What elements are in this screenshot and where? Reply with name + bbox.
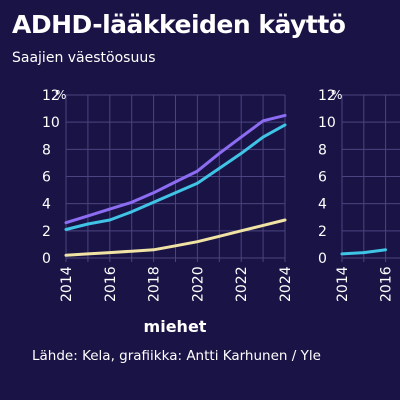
x-tick-label: 2022: [234, 266, 250, 302]
x-tick-label: 2014: [335, 266, 351, 302]
x-tick-label: 2018: [147, 266, 163, 302]
y-tick-label: 10: [318, 115, 336, 131]
chart-subtitle: Saajien väestöosuus: [12, 50, 156, 66]
y-unit-label: %: [55, 88, 66, 102]
series-line: [64, 113, 287, 225]
y-tick-label: 4: [318, 197, 327, 213]
y-tick-label: 8: [42, 142, 51, 158]
series-line: [64, 123, 287, 231]
series-line: [64, 218, 287, 257]
y-tick-label: 4: [42, 197, 51, 213]
x-tick-label: 2016: [103, 266, 119, 302]
y-tick-label: 2: [42, 224, 51, 240]
x-tick-label: 2016: [379, 266, 395, 302]
panel-label: miehet: [144, 317, 207, 336]
y-tick-label: 2: [318, 224, 327, 240]
x-tick-label: 2014: [59, 266, 75, 302]
y-tick-label: 8: [318, 142, 327, 158]
chart-title: ADHD-lääkkeiden käyttö: [12, 10, 346, 39]
y-unit-label: %: [331, 88, 342, 102]
x-tick-label: 2020: [190, 266, 206, 302]
y-tick-label: 6: [42, 170, 51, 186]
y-tick-label: 10: [42, 115, 60, 131]
y-tick-label: 12: [318, 88, 336, 104]
series-line: [340, 248, 388, 256]
y-tick-label: 0: [318, 251, 327, 267]
y-tick-label: 0: [42, 251, 51, 267]
source-note: Lähde: Kela, grafiikka: Antti Karhunen /…: [32, 348, 321, 364]
y-tick-label: 12: [42, 88, 60, 104]
x-tick-label: 2024: [278, 266, 294, 302]
y-tick-label: 6: [318, 170, 327, 186]
